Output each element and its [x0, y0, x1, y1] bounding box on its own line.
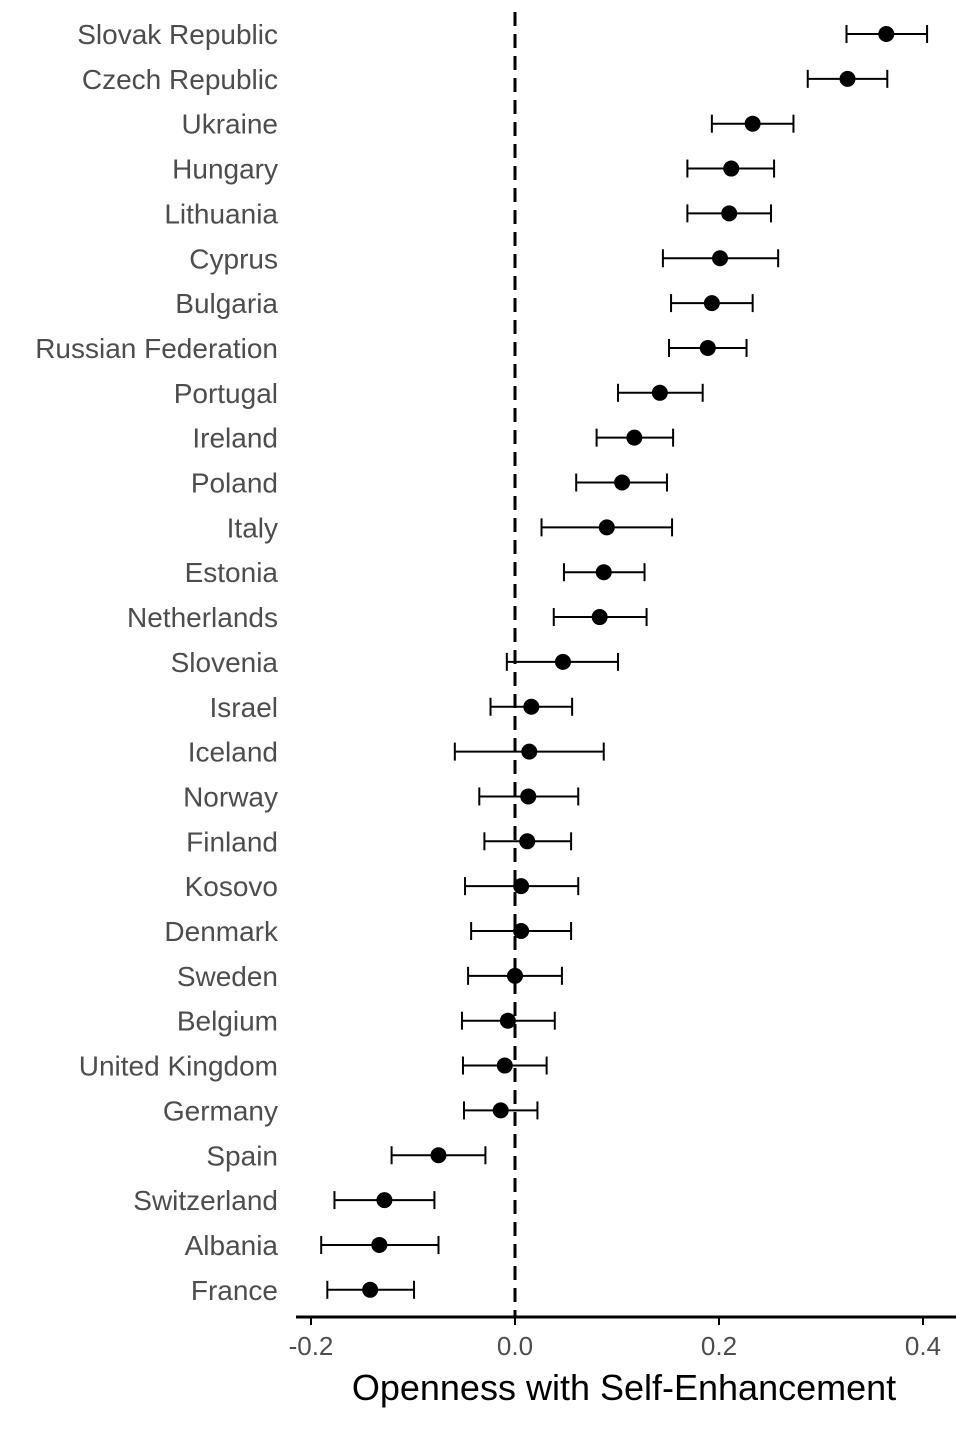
- row: Poland: [191, 468, 668, 499]
- row: Sweden: [177, 961, 563, 992]
- row: Ukraine: [182, 109, 795, 140]
- row: Kosovo: [185, 871, 580, 902]
- estimate-point: [878, 26, 895, 42]
- estimate-point: [430, 1147, 447, 1164]
- row: Hungary: [172, 154, 776, 185]
- estimate-point: [651, 384, 668, 401]
- row: Slovenia: [171, 647, 620, 678]
- row: Portugal: [174, 378, 704, 409]
- x-tick-label: -0.2: [289, 1331, 334, 1361]
- row: Iceland: [188, 737, 605, 768]
- country-label: United Kingdom: [79, 1051, 278, 1082]
- country-label: Belgium: [177, 1006, 278, 1037]
- estimate-point: [712, 250, 729, 267]
- row: Netherlands: [127, 602, 648, 633]
- country-label: Cyprus: [189, 243, 278, 274]
- estimate-point: [554, 653, 571, 670]
- country-label: Estonia: [185, 557, 279, 588]
- estimate-point: [598, 519, 615, 536]
- country-label: Portugal: [174, 378, 278, 409]
- country-label: Lithuania: [164, 198, 278, 229]
- estimate-point: [513, 878, 530, 895]
- row: Ireland: [192, 423, 675, 454]
- estimate-point: [519, 833, 536, 850]
- estimate-point: [507, 967, 523, 984]
- estimate-point: [376, 1192, 393, 1209]
- estimate-point: [521, 743, 538, 760]
- estimate-point: [520, 788, 537, 805]
- country-label: Spain: [206, 1140, 278, 1171]
- estimate-point: [626, 429, 643, 446]
- country-label: Switzerland: [133, 1185, 278, 1216]
- row: Bulgaria: [175, 288, 754, 319]
- x-tick-label: 0.0: [497, 1331, 533, 1361]
- country-label: Czech Republic: [82, 64, 278, 95]
- estimate-point: [496, 1057, 513, 1074]
- row: Czech Republic: [82, 64, 889, 95]
- estimate-point: [591, 609, 608, 626]
- estimate-point: [614, 474, 631, 491]
- country-label: Netherlands: [127, 602, 278, 633]
- estimate-point: [744, 115, 761, 132]
- country-label: Israel: [210, 692, 278, 723]
- country-label: Hungary: [172, 154, 278, 185]
- row: Slovak Republic: [77, 19, 929, 50]
- estimate-point: [362, 1281, 379, 1298]
- country-label: Ukraine: [182, 109, 278, 140]
- row: United Kingdom: [79, 1051, 548, 1082]
- country-label: Iceland: [188, 737, 278, 768]
- row: Italy: [227, 512, 674, 543]
- x-tick-label: 0.4: [905, 1331, 941, 1361]
- country-label: Poland: [191, 468, 278, 499]
- country-label: Russian Federation: [35, 333, 278, 364]
- estimate-point: [595, 564, 612, 581]
- country-label: Norway: [183, 781, 278, 812]
- estimate-point: [371, 1236, 388, 1253]
- x-axis-title: Openness with Self-Enhancement: [352, 1367, 896, 1408]
- row: Albania: [185, 1230, 440, 1261]
- country-label: France: [191, 1275, 278, 1306]
- country-label: Slovak Republic: [77, 19, 278, 50]
- x-tick-label: 0.2: [701, 1331, 737, 1361]
- estimate-point: [513, 923, 530, 939]
- row: Finland: [186, 826, 573, 857]
- row: Spain: [206, 1140, 487, 1171]
- estimate-point: [721, 205, 738, 222]
- row: Estonia: [185, 557, 646, 588]
- x-axis-ticks: -0.2 0.0 0.2 0.4: [289, 1317, 941, 1361]
- row: France: [191, 1275, 416, 1306]
- row: Lithuania: [164, 198, 773, 229]
- row: Denmark: [164, 916, 573, 947]
- data-rows: Slovak Republic Czech Republic Ukraine Hung…: [35, 19, 929, 1306]
- country-label: Kosovo: [185, 871, 278, 902]
- row: Switzerland: [133, 1185, 436, 1216]
- country-label: Germany: [163, 1095, 278, 1126]
- estimate-point: [723, 160, 740, 177]
- country-label: Bulgaria: [175, 288, 278, 319]
- estimate-point: [499, 1012, 516, 1029]
- estimate-point: [523, 698, 540, 715]
- country-label: Italy: [227, 512, 278, 543]
- row: Cyprus: [189, 243, 780, 274]
- estimate-point: [703, 295, 720, 312]
- estimate-point: [492, 1102, 509, 1119]
- estimate-point: [839, 70, 856, 87]
- estimate-point: [699, 339, 716, 356]
- row: Norway: [183, 781, 580, 812]
- country-label: Sweden: [177, 961, 278, 992]
- country-label: Denmark: [164, 916, 279, 947]
- row: Russian Federation: [35, 333, 748, 364]
- country-label: Ireland: [192, 423, 278, 454]
- row: Germany: [163, 1095, 539, 1126]
- row: Belgium: [177, 1006, 556, 1037]
- country-label: Albania: [185, 1230, 279, 1261]
- country-label: Finland: [186, 826, 278, 857]
- row: Israel: [210, 692, 574, 723]
- country-label: Slovenia: [171, 647, 279, 678]
